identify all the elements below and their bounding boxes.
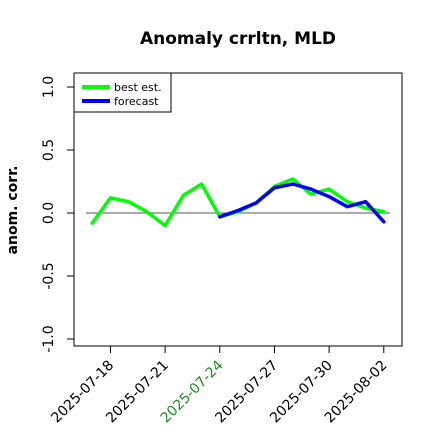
y-axis-label: anom. corr. <box>5 166 21 255</box>
chart-title: Anomaly crrltn, MLD <box>140 29 336 49</box>
legend-label-forecast: forecast <box>114 95 159 108</box>
x-axis: 2025-07-182025-07-212025-07-242025-07-27… <box>48 346 391 426</box>
y-tick-label: 1.0 <box>41 76 57 98</box>
y-tick-label: -0.5 <box>41 262 57 289</box>
y-tick-label: 0.0 <box>41 202 57 224</box>
legend-label-best-est: best est. <box>114 81 162 94</box>
y-tick-label: 0.5 <box>41 139 57 161</box>
legend-box <box>73 72 172 113</box>
legend: best est. forecast <box>73 72 172 113</box>
series-line-forecast <box>218 182 386 224</box>
series-layer <box>90 177 386 228</box>
plot-frame <box>73 72 403 347</box>
y-axis: -1.0 -0.5 0.0 0.5 1.0 <box>41 76 74 353</box>
y-tick-label: -1.0 <box>41 325 57 352</box>
